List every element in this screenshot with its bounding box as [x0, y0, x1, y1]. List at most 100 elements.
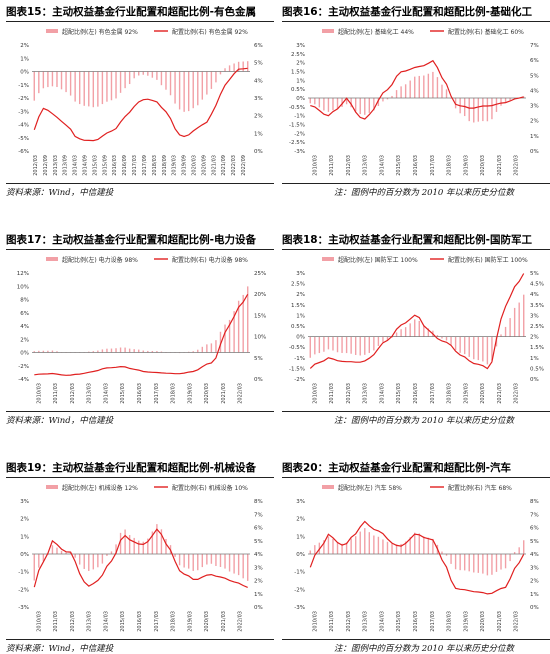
bar-mark	[193, 72, 194, 109]
bar-mark	[242, 554, 243, 578]
bar-mark	[523, 540, 524, 554]
bar-mark	[464, 337, 465, 355]
x-tick-label: 2015/03	[396, 383, 402, 404]
bar-mark	[518, 303, 519, 337]
bar-mark	[441, 85, 442, 98]
x-tick-label: 2015/03	[120, 611, 126, 632]
x-tick-label: 2010/03	[36, 611, 42, 632]
y-left-tick-label: -3%	[18, 109, 29, 115]
bar-mark	[202, 72, 203, 100]
bar-mark	[88, 554, 89, 571]
x-tick-label: 2021/03	[221, 383, 227, 404]
bar-mark	[423, 76, 424, 98]
title-rule	[282, 477, 550, 478]
bar-mark	[206, 72, 207, 95]
bar-mark	[124, 348, 125, 353]
x-tick-label: 2018/03	[171, 611, 177, 632]
y-right-tick-label: 3%	[530, 104, 539, 110]
bar-mark	[364, 528, 365, 554]
bar-mark	[97, 72, 98, 107]
y-right-tick-label: 1.5%	[530, 345, 544, 351]
bar-mark	[509, 318, 510, 337]
bar-mark	[505, 554, 506, 568]
y-left-tick-label: -2%	[294, 131, 305, 137]
bar-mark	[129, 535, 130, 554]
legend-label-line: 配置比例(右) 机械设备 10%	[172, 484, 248, 492]
bar-mark	[350, 538, 351, 554]
y-left-tick-label: -2%	[294, 377, 305, 383]
bar-mark	[482, 554, 483, 574]
y-left-tick-label: 10%	[17, 284, 29, 290]
x-tick-label: 2014/03	[379, 383, 385, 404]
bar-mark	[328, 98, 329, 112]
x-tick-label: 2018/03	[447, 155, 453, 176]
bar-mark	[310, 98, 311, 103]
bar-mark	[355, 98, 356, 111]
bar-mark	[188, 554, 189, 569]
bar-mark	[102, 72, 103, 105]
bar-mark	[419, 76, 420, 98]
bar-mark	[369, 337, 370, 353]
bar-mark	[102, 349, 103, 352]
y-left-tick-label: 2%	[296, 61, 305, 67]
x-tick-label: 2017/03	[430, 155, 436, 176]
bar-mark	[469, 554, 470, 571]
x-tick-label: 2017/09	[142, 155, 148, 176]
y-right-tick-label: 3%	[530, 313, 539, 319]
bar-mark	[143, 72, 144, 75]
bar-mark	[138, 72, 139, 76]
bar-mark	[319, 337, 320, 353]
bar-mark	[206, 554, 207, 565]
bar-mark	[423, 536, 424, 554]
bar-mark	[115, 348, 116, 352]
x-tick-label: 2016/03	[112, 155, 118, 176]
bar-mark	[400, 86, 401, 98]
bar-mark	[79, 554, 80, 565]
x-tick-label: 2021/03	[497, 611, 503, 632]
y-left-tick-label: 6%	[20, 311, 29, 317]
bar-mark	[355, 337, 356, 355]
bar-mark	[409, 323, 410, 336]
bar-mark	[319, 98, 320, 107]
bar-mark	[120, 348, 121, 353]
x-tick-label: 2018/03	[171, 383, 177, 404]
bar-mark	[247, 554, 248, 581]
bar-mark	[414, 533, 415, 554]
x-tick-label: 2016/09	[122, 155, 128, 176]
y-left-tick-label: -4%	[18, 123, 29, 129]
y-left-tick-label: 2%	[296, 517, 305, 523]
y-right-tick-label: 3%	[254, 96, 263, 102]
bar-mark	[61, 72, 62, 90]
y-left-tick-label: 1%	[296, 78, 305, 84]
x-tick-label: 2012/03	[70, 383, 76, 404]
x-tick-label: 2010/03	[312, 155, 318, 176]
y-left-tick-label: 1.5%	[291, 303, 305, 309]
y-right-tick-label: 7%	[530, 43, 539, 49]
source-text: 资料来源：Wind，中信建投	[6, 642, 113, 654]
bar-mark	[242, 295, 243, 353]
bar-mark	[84, 554, 85, 569]
y-right-tick-label: 20%	[254, 292, 266, 298]
note-text: 注：图例中的百分数为 2010 年以来历史分位数	[334, 186, 514, 198]
bar-mark	[378, 337, 379, 346]
x-tick-label: 2022/03	[238, 383, 244, 404]
x-tick-label: 2019/09	[182, 155, 188, 176]
bar-mark	[459, 554, 460, 570]
bar-mark	[405, 327, 406, 336]
x-tick-label: 2015/03	[396, 155, 402, 176]
x-tick-label: 2020/03	[480, 155, 486, 176]
bar-mark	[382, 337, 383, 342]
bar-mark	[211, 554, 212, 564]
y-right-tick-label: 15%	[254, 313, 266, 319]
y-left-tick-label: -2%	[18, 587, 29, 593]
y-left-tick-label: -3%	[294, 605, 305, 611]
bar-mark	[79, 72, 80, 105]
y-right-tick-label: 3.5%	[530, 303, 544, 309]
legend-bar-swatch	[46, 485, 58, 489]
bar-mark	[332, 539, 333, 554]
y-left-tick-label: 1%	[296, 313, 305, 319]
y-right-tick-label: 2.5%	[530, 324, 544, 330]
title-rule	[6, 21, 274, 22]
x-tick-label: 2010/03	[312, 383, 318, 404]
bar-mark	[482, 98, 483, 121]
